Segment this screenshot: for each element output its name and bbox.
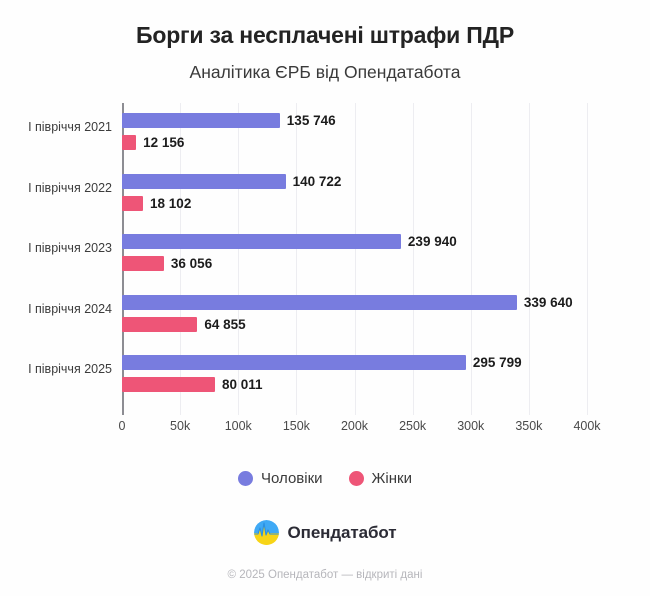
bar-female[interactable] xyxy=(122,195,144,211)
x-axis-tick-label: 100k xyxy=(224,419,252,433)
gridline xyxy=(528,103,530,415)
legend-item-male[interactable]: Чоловіки xyxy=(238,470,323,487)
bar-female[interactable] xyxy=(122,256,164,271)
x-axis: 0 50k 100k 150k 200k 250k 300k 350k 400k xyxy=(0,419,650,443)
bar-value-label: 135 746 xyxy=(286,113,336,128)
bar-value-label: 295 799 xyxy=(472,355,522,370)
bar-male[interactable] xyxy=(122,355,466,370)
y-axis-category-label: I півріччя 2023 xyxy=(28,241,112,255)
legend-label-female: Жінки xyxy=(371,470,412,487)
bar-male[interactable] xyxy=(122,294,517,310)
x-axis-tick-label: 150k xyxy=(282,419,310,433)
brand[interactable]: Опендатабот xyxy=(0,520,650,545)
y-axis-category-label: I півріччя 2022 xyxy=(28,180,112,195)
x-axis-tick-label: 300k xyxy=(457,419,485,433)
gridline xyxy=(470,103,472,415)
y-axis-category-label: I півріччя 2024 xyxy=(28,301,112,316)
chart-title: Борги за несплачені штрафи ПДР xyxy=(136,22,514,48)
opendatabot-logo-icon xyxy=(253,520,279,545)
bar-male[interactable] xyxy=(122,234,401,249)
y-axis-category-label: I півріччя 2025 xyxy=(28,362,112,376)
x-axis-tick-label: 50k xyxy=(170,419,191,433)
gridline xyxy=(180,103,182,415)
gridline xyxy=(354,103,356,415)
gridlines xyxy=(0,103,650,415)
y-axis-category-label: I півріччя 2021 xyxy=(28,120,112,134)
bar-value-label: 80 011 xyxy=(222,377,263,392)
gridline xyxy=(296,103,298,415)
x-axis-tick-label: 400k xyxy=(573,419,601,433)
copyright: © 2025 Опендатабот — відкриті дані xyxy=(227,569,423,581)
bar-male[interactable] xyxy=(122,113,280,128)
bar-value-label: 339 640 xyxy=(523,294,573,310)
x-axis-tick-label: 0 xyxy=(118,419,126,433)
circle-icon xyxy=(238,471,254,486)
gridline xyxy=(238,103,240,415)
bar-female[interactable] xyxy=(122,135,137,150)
bar-female[interactable] xyxy=(122,377,215,392)
bar-value-label: 12 156 xyxy=(143,135,185,150)
bar-male[interactable] xyxy=(122,173,286,189)
gridline xyxy=(412,103,414,415)
gridline xyxy=(587,103,588,415)
chart-subtitle: Аналітика ЄРБ від Опендатабота xyxy=(189,62,461,82)
x-axis-tick-label: 250k xyxy=(399,419,427,433)
x-axis-tick-label: 200k xyxy=(340,419,369,433)
brand-name: Опендатабот xyxy=(287,522,397,542)
plot-area: I півріччя 2021 I півріччя 2022 I півріччя… xyxy=(0,103,650,415)
legend: Чоловіки Жінки xyxy=(0,470,650,487)
bar-female[interactable] xyxy=(122,316,198,332)
bar-value-label: 140 722 xyxy=(292,173,342,189)
circle-icon xyxy=(348,471,364,486)
x-axis-tick-label: 350k xyxy=(515,419,543,433)
bar-value-label: 239 940 xyxy=(407,234,457,249)
legend-item-female[interactable]: Жінки xyxy=(348,470,412,487)
bar-value-label: 36 056 xyxy=(170,256,213,271)
legend-label-male: Чоловіки xyxy=(261,470,323,487)
bar-value-label: 64 855 xyxy=(204,316,246,332)
bar-value-label: 18 102 xyxy=(150,195,192,211)
